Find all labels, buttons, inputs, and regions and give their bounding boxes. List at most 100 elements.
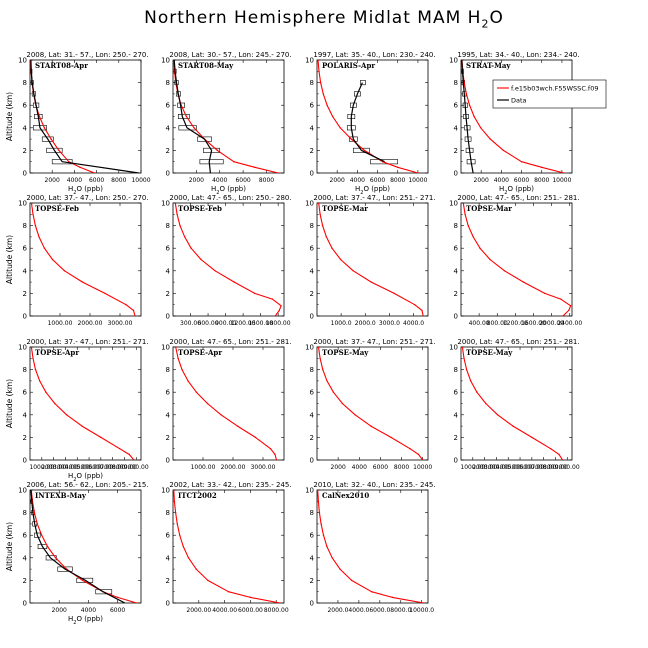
observed-profile-line [173,60,213,173]
model-profile-point [177,357,179,359]
y-tick-label: 6 [310,245,315,253]
y-tick-label: 10 [161,57,170,65]
model-profile-point [326,104,328,106]
observed-profile-line [461,60,474,173]
panel-10: 2000, Lat: 47.- 65., Lon: 251.- 281. TOPS… [161,338,292,471]
x-tick-label: 4000 [67,177,82,184]
model-profile-point [326,380,328,382]
model-profile-point [479,127,482,129]
x-tick-label: 2000 [474,177,489,184]
model-profile-line [173,60,279,173]
x-axis-label-part: O (ppb) [76,472,103,480]
model-profile-point [563,172,565,173]
y-tick-label: 10 [449,344,458,352]
model-profile-point [254,292,256,295]
x-tick-label: 6000.00 [88,464,113,471]
plot-frame [172,489,285,604]
y-tick-label: 2 [23,434,27,442]
y-tick-label: 2 [310,290,314,298]
model-profile-line [317,60,419,173]
y-tick-label: 6 [454,389,459,397]
model-profile-point [317,347,320,348]
model-profile-point [322,93,324,95]
plot-frame [460,59,573,174]
x-tick-label: 1000.00 [191,464,216,471]
y-tick-label: 10 [305,200,314,208]
model-profile-point [350,138,353,140]
x-tick-label: 7000.00 [531,464,556,471]
model-profile-point [397,166,399,169]
y-tick-label: 6 [310,532,315,540]
model-profile-point [496,414,499,416]
model-profile-point [233,161,235,163]
model-profile-point [174,203,177,204]
model-profile-point [134,315,136,316]
model-profile-point [54,557,57,559]
y-axis-label: Altitude (km) [5,235,14,284]
x-tick-label: 900.00 [215,320,236,327]
y-tick-label: 4 [166,411,171,419]
model-profile-line [317,490,424,603]
model-profile-point [464,213,466,215]
y-tick-label: 2 [454,434,458,442]
x-axis-label-part: O (ppb) [76,615,103,623]
panel-header: 2008, Lat: 31.- 57., Lon: 250.- 270. [26,51,148,59]
model-profile-point [468,104,471,106]
model-profile-point [332,391,335,393]
x-axis-label-part: H [499,185,504,193]
model-profile-point [476,391,478,393]
panel-4: 1995, Lat: 34.- 40., Lon: 234.- 240. STRA… [449,51,607,196]
x-tick-label: 6000 [373,464,388,471]
model-profile-point [132,309,135,312]
legend-data-label: Data [511,97,527,105]
x-tick-label: 8000 [534,177,549,184]
plot-frame [460,346,573,461]
model-profile-point [317,60,319,61]
error-bar-box [370,159,399,165]
x-tick-label: 300.00 [180,320,201,327]
x-axis-label-subscript: 2 [360,190,363,196]
x-tick-label: 8000.00 [264,607,289,614]
y-tick-label: 8 [454,366,458,374]
panel-header: 2000, Lat: 37.- 47., Lon: 250.- 270. [26,194,148,202]
y-tick-label: 8 [23,366,27,374]
model-profile-point [30,347,33,348]
x-tick-label: 8000.00 [112,464,137,471]
panel-header: 2000, Lat: 47.- 65., Lon: 251.- 281. [457,338,579,346]
x-tick-label: 4000.00 [496,464,521,471]
plot-frame [29,59,142,174]
x-tick-label: 6000 [235,177,250,184]
panel-5: 2000, Lat: 37.- 47., Lon: 250.- 270. TOPS… [5,194,149,327]
model-profile-line [175,347,278,460]
plot-frame [316,489,429,604]
plot-data [317,203,424,316]
y-tick-label: 0 [454,313,458,321]
x-tick-label: 800.00 [487,320,508,327]
panel-header: 2008, Lat: 30.- 57., Lon: 245.- 270. [169,51,291,59]
model-profile-point [422,459,424,460]
y-tick-label: 6 [310,102,315,110]
y-tick-label: 4 [166,124,171,132]
x-tick-label: 10000 [131,177,150,184]
error-bar-box [51,159,73,165]
x-tick-label: 1000.00 [48,320,73,327]
model-profile-line [461,60,565,173]
x-tick-label: 2000.00 [41,464,66,471]
error-bar-box [178,125,197,131]
model-profile-point [81,579,84,582]
error-bar-box [360,80,366,86]
model-profile-point [469,380,472,382]
y-tick-label: 0 [23,313,27,321]
y-tick-label: 2 [23,147,27,155]
y-tick-label: 2 [23,290,27,298]
model-profile-point [176,523,178,525]
y-tick-label: 8 [23,79,27,87]
model-profile-point [544,292,546,295]
x-tick-label: 10000 [408,177,427,184]
panel-11: 2000, Lat: 37.- 47., Lon: 251.- 271. TOPS… [305,338,436,471]
plot-data [30,347,135,460]
model-profile-point [320,523,322,525]
model-profile-point [173,490,175,491]
y-tick-label: 4 [23,267,28,275]
model-profile-point [423,602,425,603]
